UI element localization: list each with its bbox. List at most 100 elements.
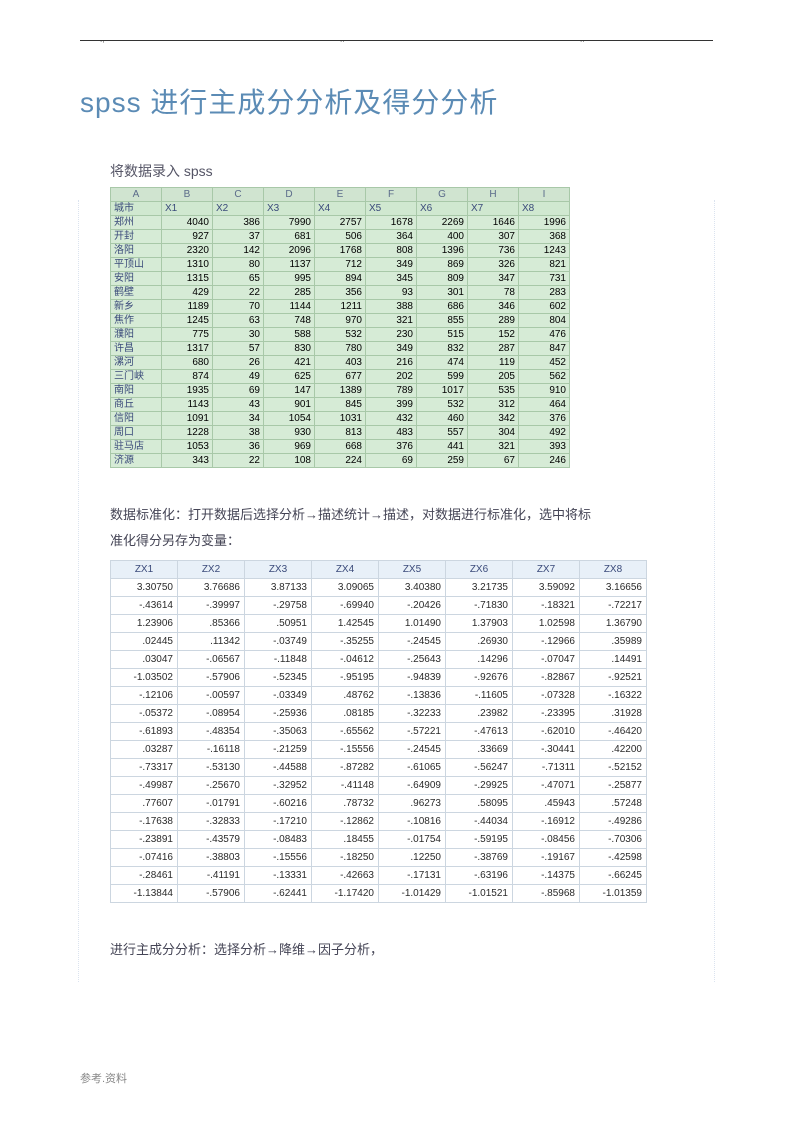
zscore-cell: -.71311 bbox=[513, 759, 580, 777]
table-row: 新乡11897011441211388686346602 bbox=[111, 300, 570, 314]
city-cell: 周口 bbox=[111, 426, 162, 440]
zscore-cell: -.07047 bbox=[513, 651, 580, 669]
value-cell: 532 bbox=[417, 398, 468, 412]
value-cell: 364 bbox=[366, 230, 417, 244]
city-cell: 鹤壁 bbox=[111, 286, 162, 300]
column-letter: B bbox=[162, 188, 213, 202]
raw-data-table: ABCDEFGHI 城市X1X2X3X4X5X6X7X8 郑州404038679… bbox=[110, 187, 570, 468]
zscore-cell: -.72217 bbox=[580, 597, 647, 615]
value-cell: 376 bbox=[519, 412, 570, 426]
zscore-cell: -.73317 bbox=[111, 759, 178, 777]
value-cell: 804 bbox=[519, 314, 570, 328]
value-cell: 927 bbox=[162, 230, 213, 244]
std-text-line1: 数据标准化：打开数据后选择分析→描述统计→描述，对数据进行标准化，选中将标 bbox=[110, 507, 591, 522]
zscore-cell: -.47613 bbox=[446, 723, 513, 741]
value-cell: 901 bbox=[264, 398, 315, 412]
zscore-cell: -.35255 bbox=[312, 633, 379, 651]
zscore-cell: -.95195 bbox=[312, 669, 379, 687]
value-cell: 1031 bbox=[315, 412, 366, 426]
value-cell: 142 bbox=[213, 244, 264, 258]
value-cell: 625 bbox=[264, 370, 315, 384]
std-text-line2: 准化得分另存为变量： bbox=[110, 533, 240, 548]
zscore-cell: -.24545 bbox=[379, 633, 446, 651]
value-cell: 775 bbox=[162, 328, 213, 342]
value-cell: 748 bbox=[264, 314, 315, 328]
value-cell: 1996 bbox=[519, 216, 570, 230]
value-cell: 399 bbox=[366, 398, 417, 412]
zscore-cell: -.18321 bbox=[513, 597, 580, 615]
zscore-cell: -.41148 bbox=[312, 777, 379, 795]
value-cell: 304 bbox=[468, 426, 519, 440]
value-cell: 400 bbox=[417, 230, 468, 244]
zscore-cell: 1.01490 bbox=[379, 615, 446, 633]
table-row: 3.307503.766863.871333.090653.403803.217… bbox=[111, 579, 647, 597]
value-cell: 712 bbox=[315, 258, 366, 272]
city-cell: 郑州 bbox=[111, 216, 162, 230]
zscore-cell: -.56247 bbox=[446, 759, 513, 777]
zscore-cell: .03047 bbox=[111, 651, 178, 669]
value-cell: 930 bbox=[264, 426, 315, 440]
zscore-cell: -.63196 bbox=[446, 867, 513, 885]
value-cell: 1017 bbox=[417, 384, 468, 398]
zscore-cell: .57248 bbox=[580, 795, 647, 813]
zscore-cell: 3.21735 bbox=[446, 579, 513, 597]
page-title: spss 进行主成分分析及得分分析 bbox=[80, 81, 713, 121]
zscore-cell: -.53130 bbox=[178, 759, 245, 777]
value-cell: 2269 bbox=[417, 216, 468, 230]
zscore-cell: -.15556 bbox=[245, 849, 312, 867]
zscore-cell: -.60216 bbox=[245, 795, 312, 813]
value-cell: 2757 bbox=[315, 216, 366, 230]
city-cell: 洛阳 bbox=[111, 244, 162, 258]
table-row: 商丘114343901845399532312464 bbox=[111, 398, 570, 412]
value-cell: 1389 bbox=[315, 384, 366, 398]
value-cell: 301 bbox=[417, 286, 468, 300]
table-row: -.49987-.25670-.32952-.41148-.64909-.299… bbox=[111, 777, 647, 795]
value-cell: 321 bbox=[468, 440, 519, 454]
value-cell: 343 bbox=[162, 454, 213, 468]
value-cell: 557 bbox=[417, 426, 468, 440]
zscore-cell: .48762 bbox=[312, 687, 379, 705]
variable-name: X7 bbox=[468, 202, 519, 216]
city-cell: 三门峡 bbox=[111, 370, 162, 384]
value-cell: 1317 bbox=[162, 342, 213, 356]
zscore-cell: 3.30750 bbox=[111, 579, 178, 597]
table-row: -.61893-.48354-.35063-.65562-.57221-.476… bbox=[111, 723, 647, 741]
value-cell: 7990 bbox=[264, 216, 315, 230]
zscore-cell: .35989 bbox=[580, 633, 647, 651]
column-letter: C bbox=[213, 188, 264, 202]
letter-header-row: ABCDEFGHI bbox=[111, 188, 570, 202]
zscore-cell: -.62010 bbox=[513, 723, 580, 741]
value-cell: 677 bbox=[315, 370, 366, 384]
zscore-header: ZX8 bbox=[580, 561, 647, 579]
zscore-cell: -.03349 bbox=[245, 687, 312, 705]
value-cell: 80 bbox=[213, 258, 264, 272]
zscore-cell: .42200 bbox=[580, 741, 647, 759]
zscore-cell: .14491 bbox=[580, 651, 647, 669]
value-cell: 22 bbox=[213, 454, 264, 468]
zscore-cell: -.04612 bbox=[312, 651, 379, 669]
zscore-cell: -.25670 bbox=[178, 777, 245, 795]
value-cell: 342 bbox=[468, 412, 519, 426]
header-dots: ., .. .. bbox=[80, 35, 713, 41]
zscore-cell: -.85968 bbox=[513, 885, 580, 903]
value-cell: 26 bbox=[213, 356, 264, 370]
value-cell: 506 bbox=[315, 230, 366, 244]
table-row: 安阳131565995894345809347731 bbox=[111, 272, 570, 286]
zscore-cell: -.52345 bbox=[245, 669, 312, 687]
zscore-cell: -.17638 bbox=[111, 813, 178, 831]
zscore-cell: .03287 bbox=[111, 741, 178, 759]
zscore-cell: -.32233 bbox=[379, 705, 446, 723]
value-cell: 403 bbox=[315, 356, 366, 370]
value-cell: 464 bbox=[519, 398, 570, 412]
value-cell: 287 bbox=[468, 342, 519, 356]
zscore-cell: .45943 bbox=[513, 795, 580, 813]
zscore-cell: -.43614 bbox=[111, 597, 178, 615]
zscore-header: ZX1 bbox=[111, 561, 178, 579]
table-row: -.07416-.38803-.15556-.18250.12250-.3876… bbox=[111, 849, 647, 867]
zscore-cell: 3.40380 bbox=[379, 579, 446, 597]
table-row: -1.13844-.57906-.62441-1.17420-1.01429-1… bbox=[111, 885, 647, 903]
table-row: -.23891-.43579-.08483.18455-.01754-.5919… bbox=[111, 831, 647, 849]
table-row: 鹤壁429222853569330178283 bbox=[111, 286, 570, 300]
value-cell: 910 bbox=[519, 384, 570, 398]
value-cell: 216 bbox=[366, 356, 417, 370]
